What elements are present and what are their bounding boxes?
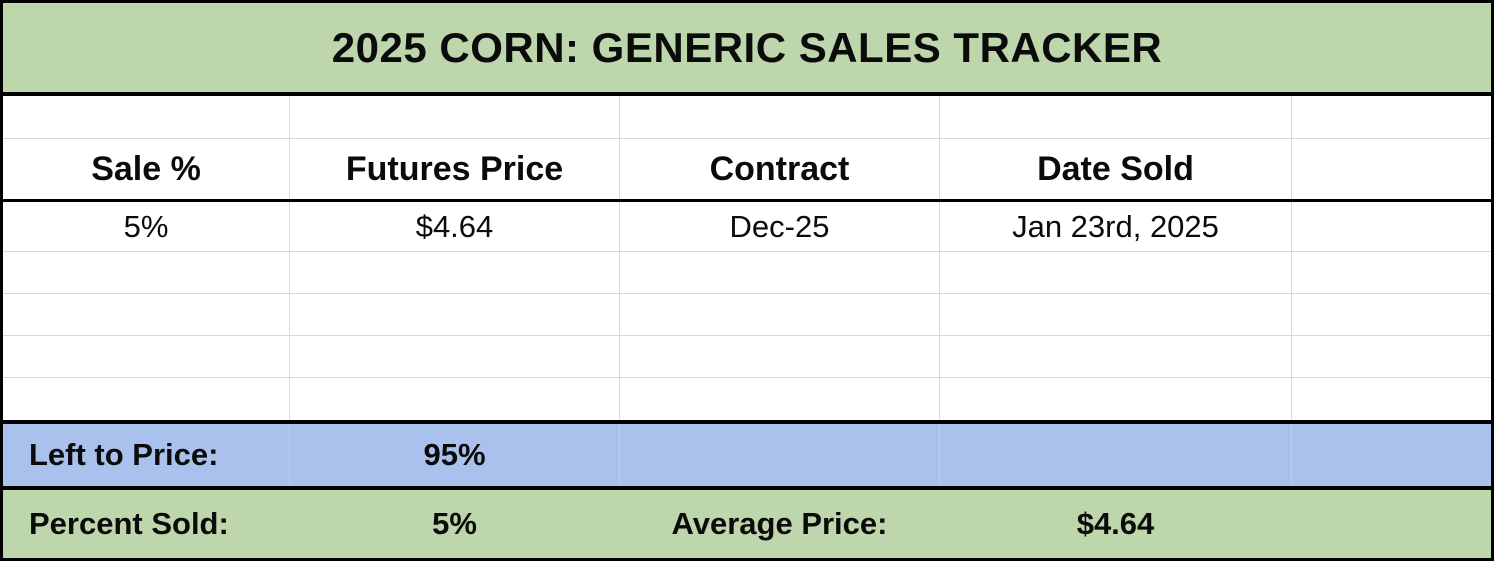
empty-cell[interactable] (290, 252, 620, 294)
blue-empty-cell[interactable] (620, 424, 940, 486)
blue-empty-cell[interactable] (1292, 424, 1491, 486)
empty-cell[interactable] (3, 378, 290, 420)
spacer-row (3, 96, 1491, 139)
left-to-price-label: Left to Price: (3, 424, 290, 486)
table-title: 2025 CORN: GENERIC SALES TRACKER (331, 23, 1163, 71)
empty-cell[interactable] (940, 336, 1292, 378)
header-cell-futures-price: Futures Price (290, 139, 620, 199)
empty-cell[interactable] (3, 336, 290, 378)
green-empty-cell[interactable] (1292, 490, 1491, 558)
empty-cell[interactable] (940, 252, 1292, 294)
left-to-price-value[interactable]: 95% (290, 424, 620, 486)
spacer-cell[interactable] (620, 96, 940, 139)
summary-row: Percent Sold: 5% Average Price: $4.64 (3, 490, 1491, 558)
cell-contract[interactable]: Dec-25 (620, 202, 940, 252)
empty-row (3, 336, 1491, 378)
empty-cell[interactable] (1292, 294, 1491, 336)
empty-cell[interactable] (620, 294, 940, 336)
header-cell-date-sold: Date Sold (940, 139, 1292, 199)
cell-futures-price[interactable]: $4.64 (290, 202, 620, 252)
header-cell-sale-pct: Sale % (3, 139, 290, 199)
title-banner: 2025 CORN: GENERIC SALES TRACKER (3, 3, 1491, 96)
empty-cell[interactable] (1292, 336, 1491, 378)
empty-cell[interactable] (620, 336, 940, 378)
spacer-cell[interactable] (1292, 96, 1491, 139)
cell-date-sold[interactable]: Jan 23rd, 2025 (940, 202, 1292, 252)
average-price-value[interactable]: $4.64 (940, 490, 1292, 558)
empty-row (3, 294, 1491, 336)
left-to-price-row: Left to Price: 95% (3, 420, 1491, 490)
header-cell-empty (1292, 139, 1491, 199)
empty-row (3, 252, 1491, 294)
empty-cell[interactable] (620, 378, 940, 420)
header-row: Sale % Futures Price Contract Date Sold (3, 139, 1491, 202)
spacer-cell[interactable] (940, 96, 1292, 139)
empty-cell[interactable] (290, 378, 620, 420)
empty-cell[interactable] (1292, 378, 1491, 420)
average-price-label: Average Price: (620, 490, 940, 558)
empty-row (3, 378, 1491, 420)
empty-cell[interactable] (620, 252, 940, 294)
cell-empty[interactable] (1292, 202, 1491, 252)
empty-cell[interactable] (1292, 252, 1491, 294)
cell-sale-pct[interactable]: 5% (3, 202, 290, 252)
table-row: 5% $4.64 Dec-25 Jan 23rd, 2025 (3, 202, 1491, 252)
empty-cell[interactable] (3, 294, 290, 336)
empty-cell[interactable] (940, 378, 1292, 420)
spacer-cell[interactable] (290, 96, 620, 139)
empty-cell[interactable] (290, 294, 620, 336)
empty-cell[interactable] (290, 336, 620, 378)
blue-empty-cell[interactable] (940, 424, 1292, 486)
percent-sold-value[interactable]: 5% (290, 490, 620, 558)
spacer-cell[interactable] (3, 96, 290, 139)
percent-sold-label: Percent Sold: (3, 490, 290, 558)
empty-cell[interactable] (3, 252, 290, 294)
empty-cell[interactable] (940, 294, 1292, 336)
header-cell-contract: Contract (620, 139, 940, 199)
